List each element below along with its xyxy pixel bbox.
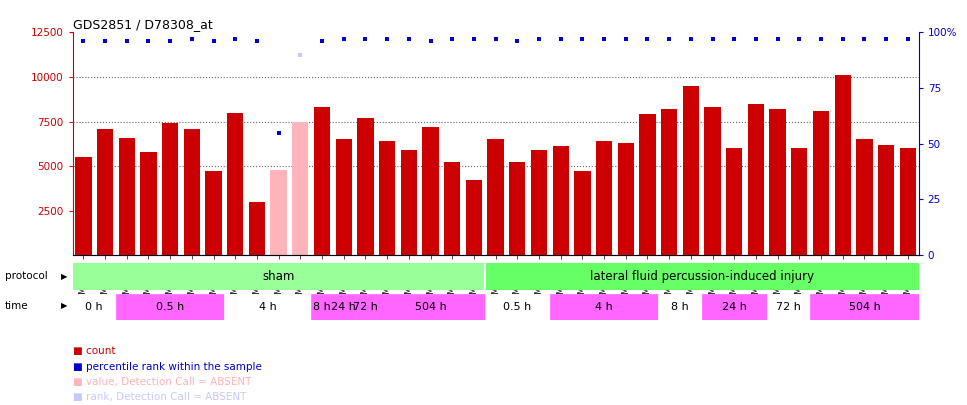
Text: 8 h: 8 h: [671, 302, 689, 312]
Bar: [444, 162, 460, 255]
Bar: [550, 294, 659, 320]
Bar: [552, 147, 569, 255]
Bar: [484, 263, 919, 290]
Bar: [224, 294, 311, 320]
Bar: [400, 150, 417, 255]
Text: 504 h: 504 h: [415, 302, 447, 312]
Bar: [813, 111, 829, 255]
Text: 0.5 h: 0.5 h: [503, 302, 532, 312]
Bar: [484, 294, 550, 320]
Text: 0.5 h: 0.5 h: [156, 302, 185, 312]
Bar: [97, 129, 113, 255]
Bar: [618, 143, 634, 255]
Bar: [119, 138, 135, 255]
Bar: [835, 75, 851, 255]
Bar: [162, 123, 178, 255]
Bar: [73, 263, 484, 290]
Bar: [487, 139, 504, 255]
Bar: [75, 157, 92, 255]
Bar: [423, 127, 439, 255]
Text: sham: sham: [262, 270, 295, 283]
Bar: [899, 148, 916, 255]
Bar: [116, 294, 224, 320]
Bar: [314, 107, 330, 255]
Text: 0 h: 0 h: [85, 302, 103, 312]
Bar: [271, 170, 287, 255]
Bar: [747, 104, 764, 255]
Bar: [596, 141, 612, 255]
Bar: [770, 109, 786, 255]
Bar: [184, 129, 200, 255]
Text: 24 h: 24 h: [332, 302, 356, 312]
Bar: [466, 180, 482, 255]
Bar: [205, 171, 221, 255]
Text: 504 h: 504 h: [848, 302, 880, 312]
Text: 24 h: 24 h: [721, 302, 747, 312]
Text: ■ count: ■ count: [73, 346, 115, 356]
Bar: [292, 122, 308, 255]
Bar: [704, 107, 720, 255]
Text: ■ rank, Detection Call = ABSENT: ■ rank, Detection Call = ABSENT: [73, 392, 246, 403]
Text: protocol: protocol: [5, 271, 47, 281]
Text: ▶: ▶: [61, 272, 68, 281]
Bar: [810, 294, 919, 320]
Bar: [702, 294, 767, 320]
Text: ■ percentile rank within the sample: ■ percentile rank within the sample: [73, 362, 261, 372]
Text: time: time: [5, 301, 28, 311]
Bar: [878, 145, 894, 255]
Text: 72 h: 72 h: [777, 302, 801, 312]
Bar: [357, 118, 373, 255]
Bar: [510, 162, 525, 255]
Text: 72 h: 72 h: [353, 302, 378, 312]
Text: 8 h: 8 h: [313, 302, 331, 312]
Bar: [336, 139, 352, 255]
Bar: [661, 109, 677, 255]
Bar: [531, 150, 547, 255]
Bar: [726, 148, 743, 255]
Bar: [683, 86, 699, 255]
Bar: [767, 294, 810, 320]
Text: ■ value, Detection Call = ABSENT: ■ value, Detection Call = ABSENT: [73, 377, 250, 387]
Bar: [355, 294, 376, 320]
Bar: [311, 294, 333, 320]
Bar: [249, 202, 265, 255]
Text: lateral fluid percussion-induced injury: lateral fluid percussion-induced injury: [590, 270, 814, 283]
Bar: [791, 148, 807, 255]
Bar: [227, 113, 244, 255]
Text: 4 h: 4 h: [596, 302, 613, 312]
Text: GDS2851 / D78308_at: GDS2851 / D78308_at: [73, 18, 213, 31]
Bar: [73, 294, 116, 320]
Bar: [574, 171, 591, 255]
Bar: [333, 294, 355, 320]
Text: ▶: ▶: [61, 301, 68, 310]
Bar: [379, 141, 396, 255]
Bar: [659, 294, 702, 320]
Bar: [639, 114, 656, 255]
Bar: [856, 139, 872, 255]
Bar: [140, 152, 157, 255]
Bar: [376, 294, 484, 320]
Text: 4 h: 4 h: [259, 302, 277, 312]
